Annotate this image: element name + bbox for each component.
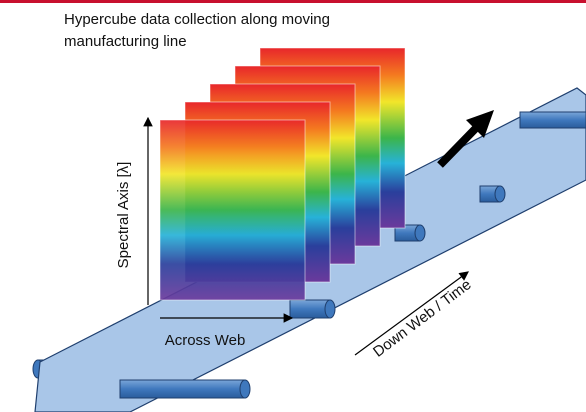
motion-arrow xyxy=(437,123,481,168)
title-line: Hypercube data collection along moving xyxy=(64,11,330,28)
motion-arrowhead xyxy=(466,110,494,138)
down-web-arrow xyxy=(354,271,469,356)
top-bar xyxy=(0,0,586,3)
title: Hypercube data collection along moving m… xyxy=(64,11,330,50)
down-web-label: Down Web / Time xyxy=(370,276,475,361)
title-line: manufacturing line xyxy=(64,33,187,50)
spectral-axis-label: Spectral Axis [λ] xyxy=(115,162,132,269)
hypercube xyxy=(159,47,406,301)
across-web-label: Across Web xyxy=(165,332,246,349)
rollers-front xyxy=(119,111,586,399)
spectral-frame xyxy=(159,119,306,301)
